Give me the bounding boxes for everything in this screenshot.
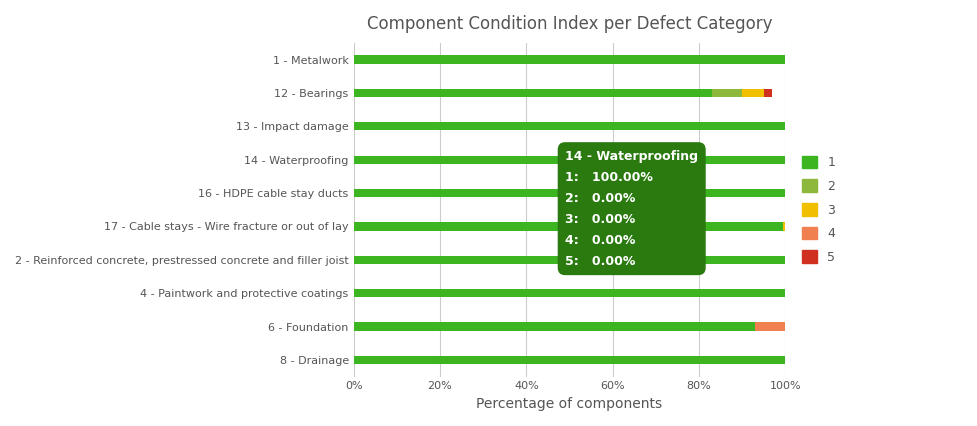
Bar (354, 222, 784, 230)
Bar (354, 122, 786, 130)
Legend: 1, 2, 3, 4, 5: 1, 2, 3, 4, 5 (796, 150, 841, 270)
Bar (784, 222, 786, 230)
Bar (354, 189, 786, 197)
Bar (354, 89, 712, 97)
Text: 14 - Waterproofing
1:   100.00%
2:   0.00%
3:   0.00%
4:   0.00%
5:   0.00%: 14 - Waterproofing 1: 100.00% 2: 0.00% 3… (566, 150, 699, 268)
Bar (354, 289, 786, 297)
Bar (354, 155, 786, 164)
Bar (712, 89, 743, 97)
Bar (786, 256, 787, 264)
Bar (755, 322, 786, 331)
Bar (354, 55, 786, 64)
Bar (354, 256, 786, 264)
Bar (743, 89, 764, 97)
Bar (354, 356, 786, 364)
X-axis label: Percentage of components: Percentage of components (477, 397, 662, 411)
Title: Component Condition Index per Defect Category: Component Condition Index per Defect Cat… (366, 15, 772, 33)
Bar (764, 89, 773, 97)
Bar (354, 322, 755, 331)
